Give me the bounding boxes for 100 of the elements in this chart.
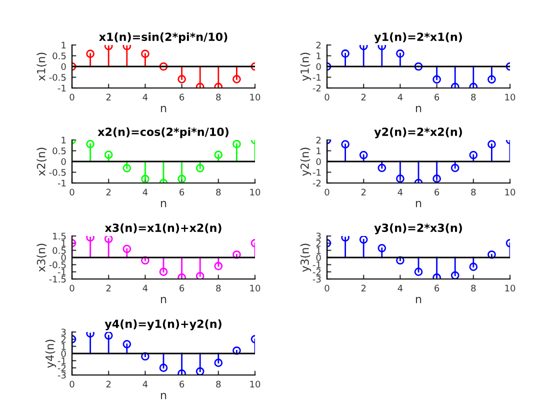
point [396,256,404,265]
y-tick-label: -1 [312,74,321,81]
x-axis-title: n [160,200,166,208]
point [122,164,132,172]
y-tick-label: -1 [58,84,66,92]
chart-title: y4(n)=y1(n)+y2(n) [104,319,222,330]
point [469,262,478,271]
point [86,140,94,148]
point [232,346,241,355]
y-tick-label: -1 [58,180,66,186]
point [469,150,478,160]
point [141,256,150,265]
y-tick-label: 2 [61,336,66,343]
chart-title: x3(n)=x1(n)+x2(n) [104,223,222,234]
point [214,150,223,159]
x-tick-label: 8 [471,284,476,292]
point [141,174,150,183]
x-tick-label: 8 [471,188,476,196]
y-tick-label: 0 [61,158,66,166]
x-tick-label: 4 [142,380,148,388]
y-tick-label: 0.5 [52,52,66,60]
y-tick-label: 1 [316,148,321,154]
x-axis-title: n [416,106,422,112]
y-tick-label: -0.5 [49,261,66,268]
x-tick-label: 8 [216,94,221,101]
y-tick-label: 3 [61,328,66,336]
y-tick-label: -1 [312,262,321,268]
x-tick-label: 0 [324,188,330,196]
y-tick-label: 2 [316,240,321,247]
point [122,244,132,254]
x-tick-label: 2 [106,284,111,292]
y-axis-title: x2(n) [36,148,47,176]
x-tick-label: 2 [361,188,366,196]
y-tick-label: -3 [58,372,66,379]
point [341,49,350,58]
x-tick-label: 4 [142,94,148,100]
y-axis-title: y1(n) [300,52,312,81]
point [414,62,423,71]
x-tick-label: 8 [471,94,476,101]
y-tick-label: 2 [316,136,321,144]
x-tick-label: 10 [250,94,260,101]
chart-title: y2(n)=2*x2(n) [374,127,462,138]
y-tick-label: -2 [312,268,321,276]
point [488,140,496,148]
point [232,75,241,84]
point [159,62,168,71]
y-tick-label: 0.5 [52,247,66,254]
x-axis-title: n [160,296,166,304]
x-tick-label: 8 [216,380,221,388]
y-tick-label: 0 [316,254,321,262]
point [232,140,241,148]
y-tick-label: 0.5 [52,147,66,154]
y-axis-title: x3(n) [36,244,47,272]
point [104,236,113,244]
y-axis-title: y4(n) [45,340,56,368]
point [178,174,186,183]
y-tick-label: -1 [58,358,66,364]
point [432,75,441,84]
x-tick-label: 6 [180,94,184,101]
x-tick-label: 6 [434,284,440,292]
point [450,164,460,172]
point [159,364,168,372]
y-tick-label: -3 [312,276,321,283]
y-tick-label: 0 [61,350,66,358]
point [396,174,404,183]
x-tick-label: 0 [70,188,74,196]
point [359,236,368,244]
point [104,332,113,340]
x-tick-label: 2 [361,284,366,292]
x-tick-label: 4 [142,188,148,196]
x-tick-label: 2 [106,188,111,196]
x-axis-title: n [160,106,166,112]
x-tick-label: 10 [505,188,516,196]
y-tick-label: 1 [62,136,66,144]
point [232,250,241,259]
y-tick-label: -1.5 [49,276,66,283]
point [196,272,204,279]
x-tick-label: 0 [70,284,74,292]
x-tick-label: 4 [398,284,403,292]
x-tick-label: 4 [398,94,403,100]
point [450,271,460,279]
point [86,50,94,58]
point [196,164,204,172]
point [104,150,113,159]
y-tick-label: -0.5 [49,74,66,81]
chart-title: x1(n)=sin(2*pi*n/10) [99,32,228,44]
point [341,140,350,148]
x-tick-label: 0 [324,94,330,101]
point [196,367,204,375]
y-axis-title: x1(n) [36,52,47,81]
y-tick-label: 1 [316,247,321,254]
point [122,340,132,348]
point [488,250,496,259]
x-tick-label: 0 [324,284,330,292]
point [178,75,186,84]
y-tick-label: -0.5 [49,168,66,176]
x-axis-title: n [160,392,166,400]
x-tick-label: 4 [398,188,403,196]
point [378,164,386,172]
y-tick-label: 0 [61,254,66,262]
